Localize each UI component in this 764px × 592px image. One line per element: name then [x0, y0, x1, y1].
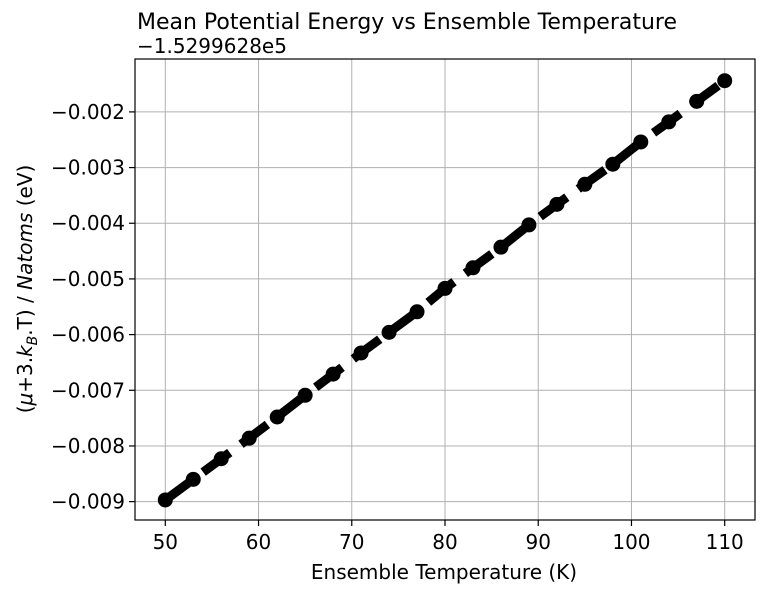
data-point — [241, 430, 257, 446]
data-point — [157, 492, 173, 508]
y-label-open: ( — [13, 405, 37, 413]
y-axis-label: (μ+3.kB.T) / Natoms (eV) — [13, 165, 41, 414]
x-tick-label: 80 — [432, 530, 457, 554]
data-point — [493, 239, 509, 255]
data-point — [325, 366, 341, 382]
y-tick-label: −0.002 — [51, 100, 125, 124]
data-series — [157, 73, 733, 508]
data-point — [549, 196, 565, 212]
data-point — [717, 73, 733, 89]
y-tick-label: −0.004 — [51, 211, 125, 235]
y-axis-offset-label: −1.5299628e5 — [137, 34, 287, 58]
y-label-mid: +3. — [13, 357, 37, 393]
data-point — [577, 176, 593, 192]
data-point — [353, 345, 369, 361]
grid-lines — [135, 59, 755, 520]
chart-title: Mean Potential Energy vs Ensemble Temper… — [137, 10, 677, 35]
x-tick-label: 60 — [246, 530, 271, 554]
y-label-natoms: Natoms — [13, 213, 37, 290]
axis-ticks: 50 60 70 80 90 100 110 −0.009 −0.008 −0.007 −0.006… — [51, 100, 744, 554]
y-tick-label: −0.003 — [51, 156, 125, 180]
data-point — [213, 451, 229, 467]
data-point — [633, 134, 649, 150]
y-tick-label: −0.009 — [51, 490, 125, 514]
data-point — [297, 387, 313, 403]
y-label-unit: (eV) — [13, 165, 37, 213]
x-tick-label: 70 — [339, 530, 364, 554]
data-point — [521, 217, 537, 233]
x-tick-label: 50 — [153, 530, 178, 554]
y-label-mu: μ — [13, 393, 37, 407]
data-point — [689, 93, 705, 109]
x-tick-label: 110 — [706, 530, 744, 554]
y-tick-label: −0.006 — [51, 323, 125, 347]
x-axis-label: Ensemble Temperature (K) — [311, 560, 577, 584]
data-point — [465, 260, 481, 276]
y-label-k: k — [13, 344, 37, 357]
data-point — [409, 304, 425, 320]
plot-area-frame — [134, 58, 756, 521]
x-tick-label: 100 — [612, 530, 650, 554]
data-point — [661, 114, 677, 130]
data-point — [381, 324, 397, 340]
data-point — [269, 409, 285, 425]
y-tick-label: −0.005 — [51, 267, 125, 291]
x-tick-label: 90 — [526, 530, 551, 554]
y-label-close: ) / — [13, 290, 37, 317]
y-label-dotT: .T — [13, 316, 37, 335]
y-tick-label: −0.008 — [51, 434, 125, 458]
data-point — [185, 471, 201, 487]
data-point — [437, 280, 453, 296]
y-tick-label: −0.007 — [51, 378, 125, 402]
y-label-sub: B — [25, 336, 41, 346]
data-point — [605, 156, 621, 172]
